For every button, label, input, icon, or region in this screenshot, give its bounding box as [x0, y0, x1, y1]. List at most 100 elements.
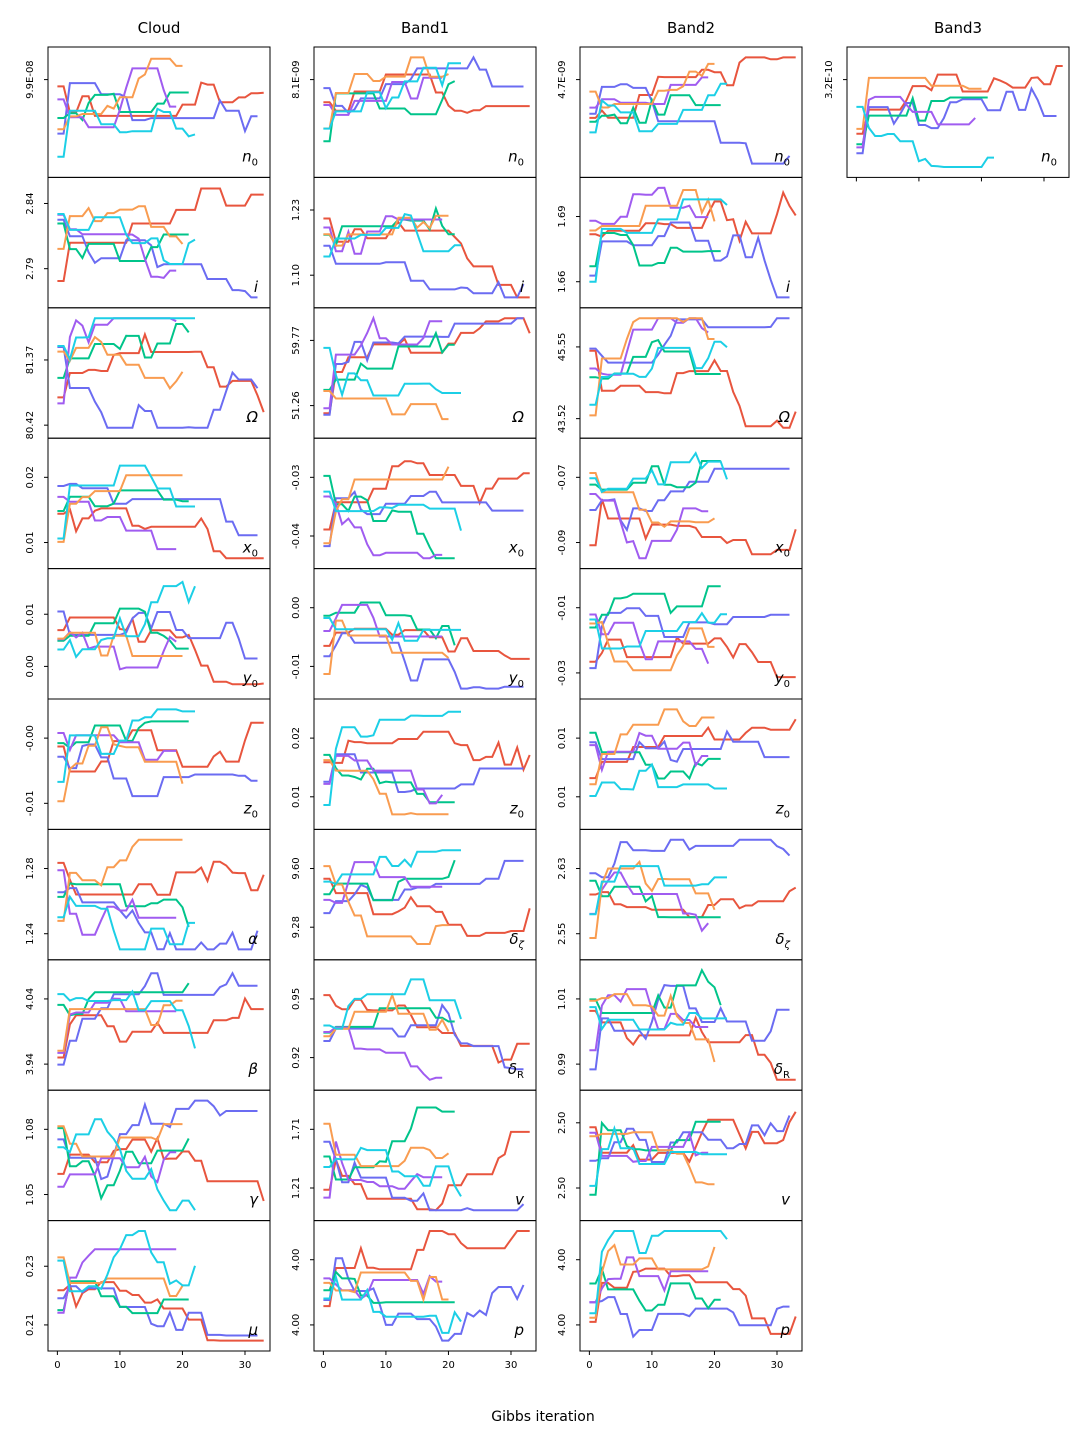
trace-series-6: [57, 107, 196, 158]
x-tick-label: 30: [771, 1360, 784, 1371]
trace-series-6: [323, 1273, 462, 1334]
trace-series-6: [57, 1118, 196, 1212]
trace-series-5: [589, 708, 715, 786]
y-tick-label: -0.01: [557, 595, 568, 621]
trace-series-1: [323, 627, 530, 660]
parameter-label: y0: [508, 669, 524, 690]
x-tick-label: 10: [380, 1360, 393, 1371]
column-title-band1: Band1: [401, 19, 449, 37]
trace-series-3: [323, 1270, 455, 1304]
parameter-label: y0: [774, 669, 790, 690]
panel-band2-v: 2.50 2.50 v: [557, 1089, 803, 1222]
y-tick-label: 0.02: [291, 727, 302, 749]
trace-series-1: [589, 1009, 796, 1081]
trace-series-3: [323, 474, 455, 560]
parameter-label: δR: [508, 1060, 524, 1081]
x-tick-label: 20: [708, 1360, 721, 1371]
parameter-label: y0: [242, 669, 258, 690]
column-title-cloud: Cloud: [138, 19, 181, 37]
panel-band2-p: 4.00 4.00 p 0 10 20 30: [557, 1220, 803, 1371]
parameter-label: Ω: [512, 408, 525, 426]
y-tick-label: -0.00: [25, 725, 36, 751]
parameter-label: δζ: [509, 930, 524, 951]
trace-series-4: [589, 613, 710, 664]
trace-series-2: [57, 1099, 258, 1181]
trace-series-6: [589, 198, 728, 283]
y-tick-label: 0.21: [25, 1314, 36, 1336]
x-tick-label: 10: [114, 1360, 127, 1371]
trace-series-2: [57, 971, 258, 1066]
panel-frame: [579, 46, 803, 178]
trace-series-4: [57, 317, 177, 405]
trace-series-2: [57, 346, 259, 429]
trace-series-1: [856, 65, 1063, 135]
y-tick-label: 1.24: [25, 923, 36, 945]
trace-series-6: [323, 849, 461, 886]
y-tick-label: 1.01: [557, 988, 568, 1010]
panel-frame: [313, 307, 537, 439]
y-tick-label: 4.00: [557, 1314, 568, 1336]
trace-series-2: [589, 221, 790, 299]
trace-series-4: [323, 315, 443, 410]
panel-band2-x0: -0.07 -0.09 x0: [557, 437, 803, 570]
parameter-label: x0: [242, 539, 258, 560]
trace-series-4: [323, 754, 444, 805]
trace-series-5: [57, 999, 183, 1052]
column-title-band3: Band3: [934, 19, 982, 37]
panel-band1-z0: 0.02 0.01 z0: [291, 698, 537, 830]
panel-band2-delta_R: 1.01 0.99 δR: [557, 959, 803, 1091]
parameter-label: n0: [242, 147, 258, 168]
y-tick-label: -0.03: [557, 660, 568, 686]
trace-series-6: [856, 105, 994, 168]
parameter-label: z0: [509, 799, 524, 820]
trace-series-6: [323, 617, 461, 642]
trace-series-6: [57, 213, 196, 265]
trace-series-3: [856, 94, 988, 146]
y-tick-label: 4.00: [557, 1249, 568, 1271]
y-tick-label: 1.23: [291, 199, 302, 221]
trace-series-4: [323, 1026, 443, 1081]
trace-series-5: [57, 1256, 184, 1297]
panel-cloud-x0: 0.02 0.01 x0: [25, 437, 271, 570]
y-tick-label: 8.1E-09: [291, 60, 302, 99]
trace-series-2: [323, 632, 524, 690]
trace-series-6: [323, 710, 461, 806]
trace-series-6: [589, 1125, 727, 1187]
trace-series-5: [323, 1122, 450, 1168]
panel-frame: [47, 46, 271, 178]
panel-frame: [313, 437, 537, 570]
trace-series-5: [323, 466, 450, 545]
trace-series-3: [589, 585, 721, 629]
trace-series-5: [323, 991, 450, 1038]
trace-series-6: [589, 451, 728, 494]
trace-series-2: [57, 1285, 258, 1337]
panel-cloud-i: 2.84 2.79 i: [25, 176, 271, 309]
trace-series-6: [57, 1230, 196, 1293]
trace-series-5: [323, 865, 449, 945]
trace-series-1: [57, 860, 265, 896]
trace-series-3: [323, 205, 455, 248]
trace-series-2: [57, 218, 258, 299]
x-tick-label: 30: [239, 1360, 252, 1371]
y-tick-label: -0.07: [557, 464, 568, 490]
trace-series-4: [57, 997, 177, 1054]
trace-series-4: [323, 861, 443, 904]
trace-series-6: [589, 82, 727, 134]
trace-series-1: [323, 1230, 530, 1308]
trace-series-6: [57, 989, 196, 1049]
x-tick-label: 20: [442, 1360, 455, 1371]
trace-series-3: [57, 489, 189, 512]
y-tick-label: 3.94: [25, 1053, 36, 1075]
trace-series-2: [589, 83, 791, 165]
y-tick-label: 2.50: [557, 1177, 568, 1199]
trace-series-1: [57, 81, 264, 117]
y-tick-label: 2.63: [557, 857, 568, 879]
panel-frame: [579, 176, 803, 309]
trace-series-6: [589, 611, 727, 650]
parameter-label: β: [247, 1060, 258, 1078]
trace-series-1: [57, 1281, 264, 1342]
panel-frame: [579, 1220, 803, 1352]
parameter-label: x0: [774, 539, 790, 560]
trace-series-6: [589, 1230, 728, 1315]
